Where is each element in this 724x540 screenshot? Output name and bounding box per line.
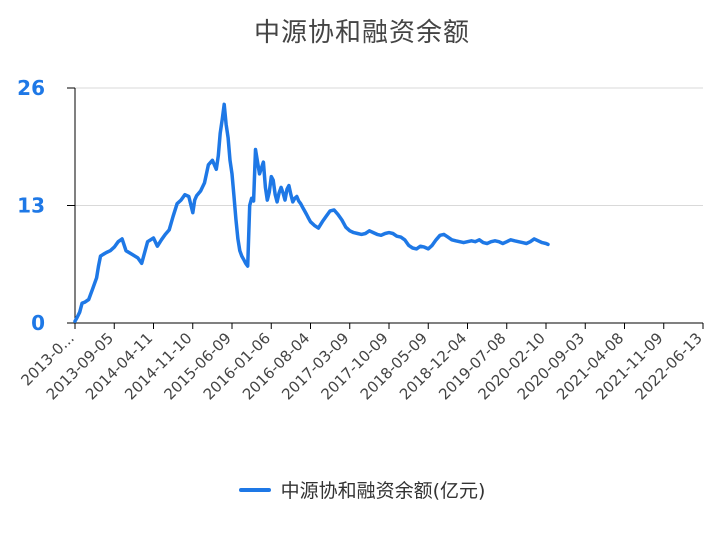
y-tick-label: 0	[31, 311, 45, 335]
y-tick-label: 26	[17, 76, 45, 100]
x-tick-labels: 2013-0...2013-09-052014-04-112014-11-102…	[17, 329, 705, 403]
legend-label: 中源协和融资余额(亿元)	[280, 480, 486, 502]
legend-swatch	[238, 487, 271, 492]
legend[interactable]: 中源协和融资余额(亿元)	[0, 476, 724, 503]
y-tick-labels: 0 13 26	[17, 76, 45, 335]
series-line	[73, 102, 550, 323]
chart-title: 中源协和融资余额	[253, 18, 470, 48]
axes	[74, 88, 704, 329]
y-tick-label: 13	[17, 194, 45, 218]
grid-lines	[67, 87, 703, 324]
series-layer	[73, 102, 550, 323]
